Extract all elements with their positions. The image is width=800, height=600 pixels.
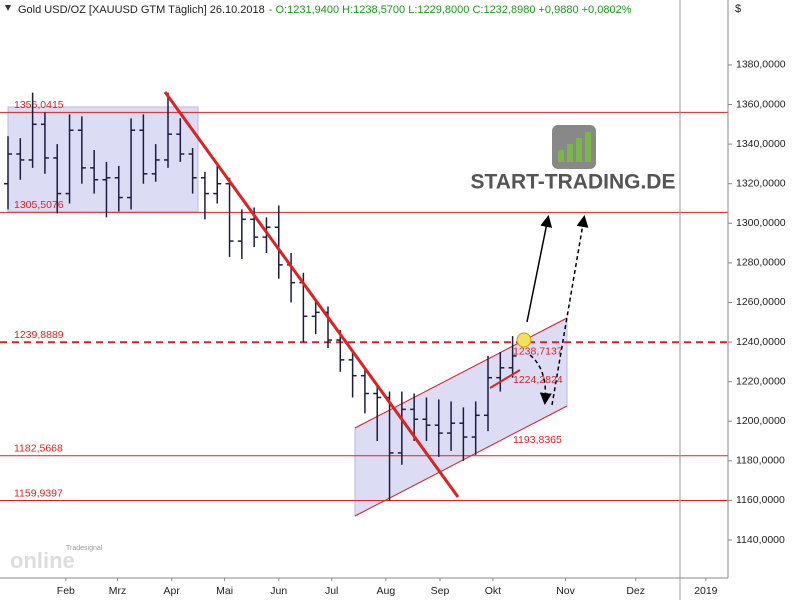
- logo-icon: [576, 138, 582, 162]
- x-tick-label: Jul: [325, 585, 338, 597]
- source-bottom: online: [10, 548, 75, 573]
- y-tick-label: 1360,0000: [736, 98, 786, 110]
- logo: START-TRADING.DE: [471, 125, 676, 194]
- source-top: Tradesignal: [66, 545, 103, 552]
- level-label: 1159,9397: [14, 487, 63, 499]
- y-tick-label: 1220,0000: [736, 375, 786, 387]
- price-bars: [4, 92, 517, 501]
- arrow-up-dashed: [551, 215, 589, 406]
- channel-bottom: [354, 405, 568, 517]
- channel-label: 1193,8365: [513, 434, 562, 446]
- axes: 1140,0000 1160,0000 1180,0000 1200,0000 1220…: [57, 59, 786, 597]
- chart-title: Gold USD/OZ [XAUUSD GTM Täglich] 26.10.2…: [18, 4, 632, 16]
- x-tick-label: Jun: [270, 585, 287, 597]
- y-tick-label: 1240,0000: [736, 336, 786, 348]
- level-label: 1356,0415: [14, 99, 64, 111]
- y-tick-label: 1180,0000: [736, 455, 785, 467]
- x-tick-label: Mai: [216, 585, 233, 597]
- support-line: [489, 369, 521, 389]
- x-tick-label: Nov: [556, 585, 575, 597]
- levels: 1356,0415 1305,5076 1239,8889 1182,5668 1159…: [0, 99, 728, 502]
- x-tick-label: 2019: [694, 585, 718, 597]
- x-tick-label: Mrz: [109, 585, 127, 597]
- y-tick-label: 1200,0000: [736, 415, 786, 427]
- title: Gold USD/OZ [XAUUSD GTM Täglich] 26.10.2…: [18, 4, 265, 16]
- channel-label: 1238,7137: [513, 345, 563, 357]
- arrow-up: [526, 215, 553, 323]
- y-tick-label: 1340,0000: [736, 138, 786, 150]
- level-label: 1305,5076: [14, 199, 64, 211]
- logo-icon: [585, 132, 591, 162]
- x-tick-label: Sep: [431, 585, 450, 597]
- y-tick-label: 1280,0000: [736, 257, 786, 269]
- marker: [516, 332, 532, 348]
- y-tick-label: 1260,0000: [736, 296, 786, 308]
- channel-label: 1224,2824: [513, 374, 563, 386]
- axis-panel: [0, 578, 728, 600]
- y-tick-label: 1300,0000: [736, 217, 786, 229]
- unit: $: [735, 3, 741, 15]
- level-label: 1182,5668: [14, 443, 63, 455]
- arrow-down: [529, 354, 552, 405]
- y-tick-label: 1140,0000: [736, 534, 785, 546]
- x-tick-label: Apr: [164, 585, 181, 597]
- y-tick-label: 1380,0000: [736, 59, 786, 71]
- y-tick-label: 1160,0000: [736, 494, 785, 506]
- logo-icon: [567, 144, 573, 162]
- y-tick-label: 1320,0000: [736, 177, 786, 189]
- range-box: [7, 106, 199, 213]
- logo-icon: [558, 150, 564, 162]
- trend-line: [163, 91, 460, 498]
- x-tick-label: Feb: [57, 585, 75, 597]
- x-tick-label: Okt: [485, 585, 501, 597]
- x-tick-label: Dez: [626, 585, 645, 597]
- level-label: 1239,8889: [14, 329, 64, 341]
- x-tick-label: Aug: [377, 585, 396, 597]
- channel-top: [354, 317, 568, 429]
- menu-icon: [5, 5, 11, 11]
- quote: - O:1231,9400 H:1238,5700 L:1229,8000 C:…: [269, 4, 632, 16]
- axis-panel: [728, 0, 800, 600]
- logo-text: START-TRADING.DE: [471, 171, 676, 194]
